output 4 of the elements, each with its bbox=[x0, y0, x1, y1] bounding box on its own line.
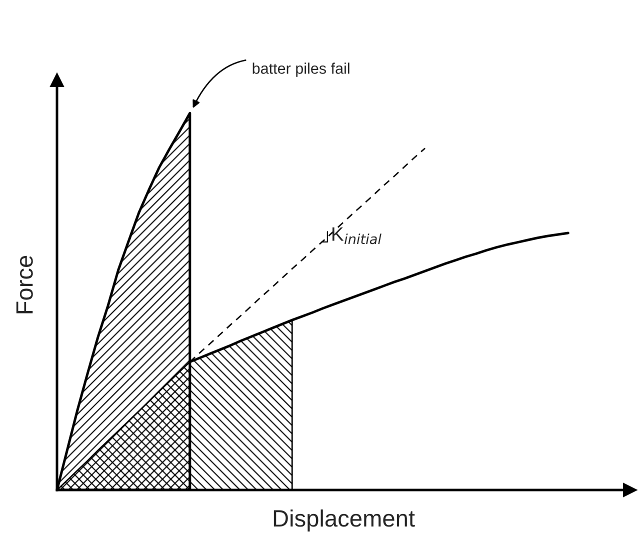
y-axis-title: Force bbox=[16, 256, 33, 314]
annotation: K$_{initial}$ bbox=[332, 227, 382, 244]
text: batter piles fail bbox=[252, 62, 350, 77]
x-axis-title: Displacement bbox=[274, 509, 415, 532]
